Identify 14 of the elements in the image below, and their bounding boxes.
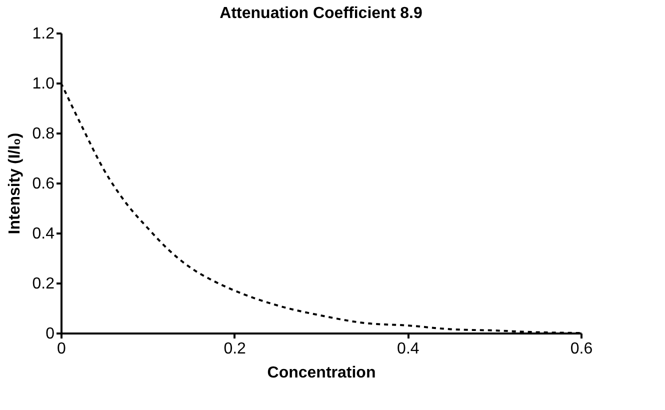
y-tick-label: 1.0 — [32, 76, 55, 92]
x-tick-label: 0.6 — [570, 340, 593, 358]
y-tick-label: 0.6 — [32, 176, 55, 192]
y-tick-label: 0.8 — [32, 126, 55, 142]
x-axis-title: Concentration — [267, 364, 376, 382]
y-tick-label: 1.2 — [32, 26, 55, 42]
y-tick-label: 0.2 — [32, 276, 55, 292]
y-tick-label: 0 — [46, 326, 55, 342]
y-axis-title: Intensity (I/I₀) — [6, 132, 24, 234]
y-tick-label: 0.4 — [32, 226, 55, 242]
x-tick-label: 0.4 — [397, 340, 420, 358]
chart-title: Attenuation Coefficient 8.9 — [220, 5, 422, 22]
x-tick-label: 0 — [57, 340, 66, 358]
x-tick-label: 0.2 — [224, 340, 246, 358]
